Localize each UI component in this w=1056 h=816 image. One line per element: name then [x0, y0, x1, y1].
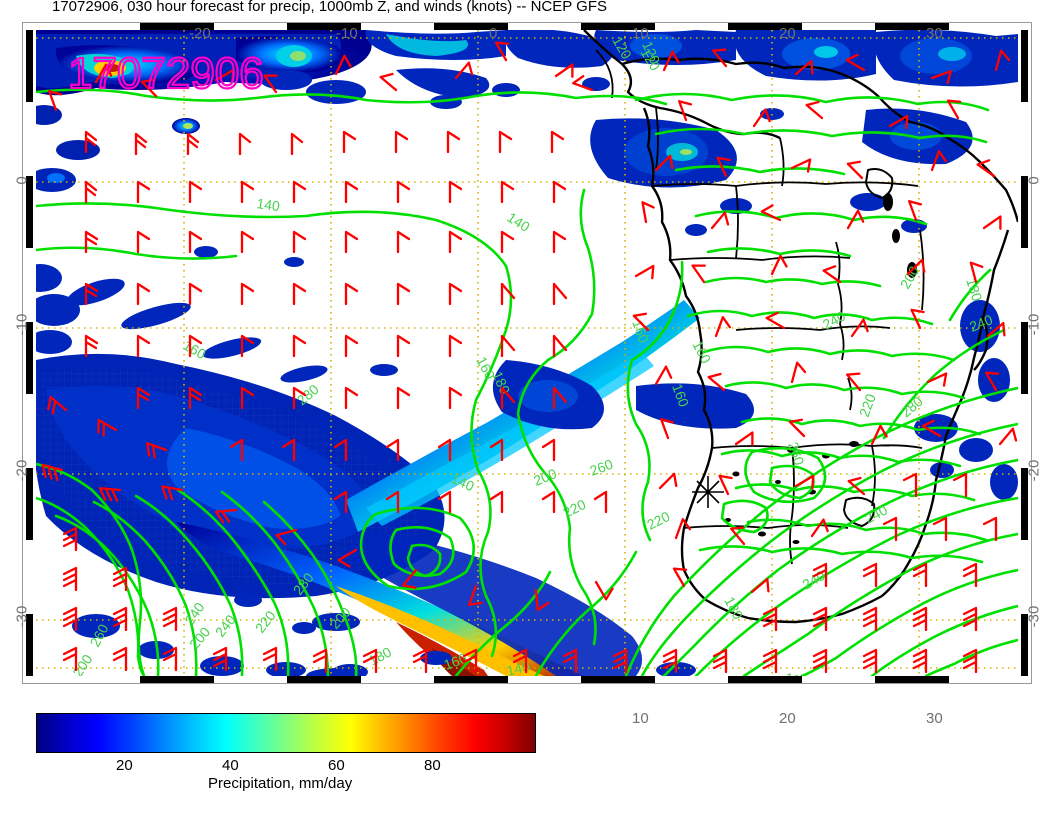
- colorbar-gradient: [36, 713, 536, 753]
- xtick-top-4: 20: [779, 25, 796, 42]
- ytick-left-3: -30: [13, 605, 31, 628]
- forecast-map-panel[interactable]: 140 160 160 160 160 160 180 180 180 140 …: [14, 22, 1043, 727]
- xtick-bottom-4: 20: [779, 710, 796, 727]
- svg-text:220: 220: [644, 508, 672, 533]
- svg-text:260: 260: [785, 440, 808, 467]
- xtick-top-0: -20: [189, 25, 211, 42]
- ytick-right-0: 0: [1025, 176, 1043, 185]
- ytick-left-0: 0: [13, 176, 31, 185]
- svg-text:160: 160: [181, 337, 209, 363]
- location-marker-asterisk: [692, 476, 724, 508]
- colorbar-tick-1: 40: [222, 757, 239, 774]
- map-graphics: 140 160 160 160 160 160 180 180 180 140 …: [36, 30, 1018, 676]
- svg-text:180: 180: [783, 669, 810, 676]
- map-border-top: [36, 23, 1018, 30]
- geopotential-height-contours: [36, 88, 1018, 676]
- page-title: 17072906, 030 hour forecast for precip, …: [52, 0, 607, 15]
- coastlines-and-borders: [583, 30, 1018, 624]
- colorbar-tick-3: 80: [424, 757, 441, 774]
- precipitation-colorbar[interactable]: [36, 713, 536, 753]
- svg-text:140: 140: [504, 209, 532, 235]
- colorbar-label: Precipitation, mm/day: [208, 775, 353, 792]
- wind-barbs: [41, 41, 1018, 674]
- svg-text:220: 220: [252, 607, 279, 635]
- svg-text:200: 200: [897, 263, 923, 291]
- svg-text:220: 220: [560, 496, 588, 521]
- svg-text:180: 180: [366, 643, 394, 668]
- map-border-right: [1021, 30, 1028, 676]
- ytick-right-2: -20: [1025, 459, 1043, 482]
- svg-text:160: 160: [689, 338, 714, 366]
- svg-text:260: 260: [588, 456, 616, 479]
- colorbar-tick-2: 60: [328, 757, 345, 774]
- ytick-right-1: -10: [1025, 313, 1043, 336]
- svg-text:160: 160: [442, 650, 470, 673]
- map-border-bottom: [36, 676, 1018, 683]
- svg-text:220: 220: [856, 391, 879, 419]
- map-border-left: [26, 30, 33, 676]
- xtick-top-1: -10: [336, 25, 358, 42]
- ytick-left-2: -20: [13, 459, 31, 482]
- xtick-top-3: 10: [632, 25, 649, 42]
- svg-text:140: 140: [256, 195, 282, 214]
- xtick-bottom-3: 10: [632, 710, 649, 727]
- precipitation-field: [36, 30, 1018, 676]
- colorbar-tick-0: 20: [116, 757, 133, 774]
- svg-text:180: 180: [963, 276, 986, 303]
- svg-text:160: 160: [629, 318, 652, 346]
- svg-text:200: 200: [186, 624, 213, 652]
- svg-text:160: 160: [669, 382, 692, 410]
- xtick-bottom-5: 30: [926, 710, 943, 727]
- xtick-top-5: 30: [926, 25, 943, 42]
- ytick-left-1: -10: [13, 313, 31, 336]
- map-canvas[interactable]: 140 160 160 160 160 160 180 180 180 140 …: [36, 30, 1018, 676]
- ytick-right-3: -30: [1025, 605, 1043, 628]
- xtick-top-2: 0: [489, 25, 498, 42]
